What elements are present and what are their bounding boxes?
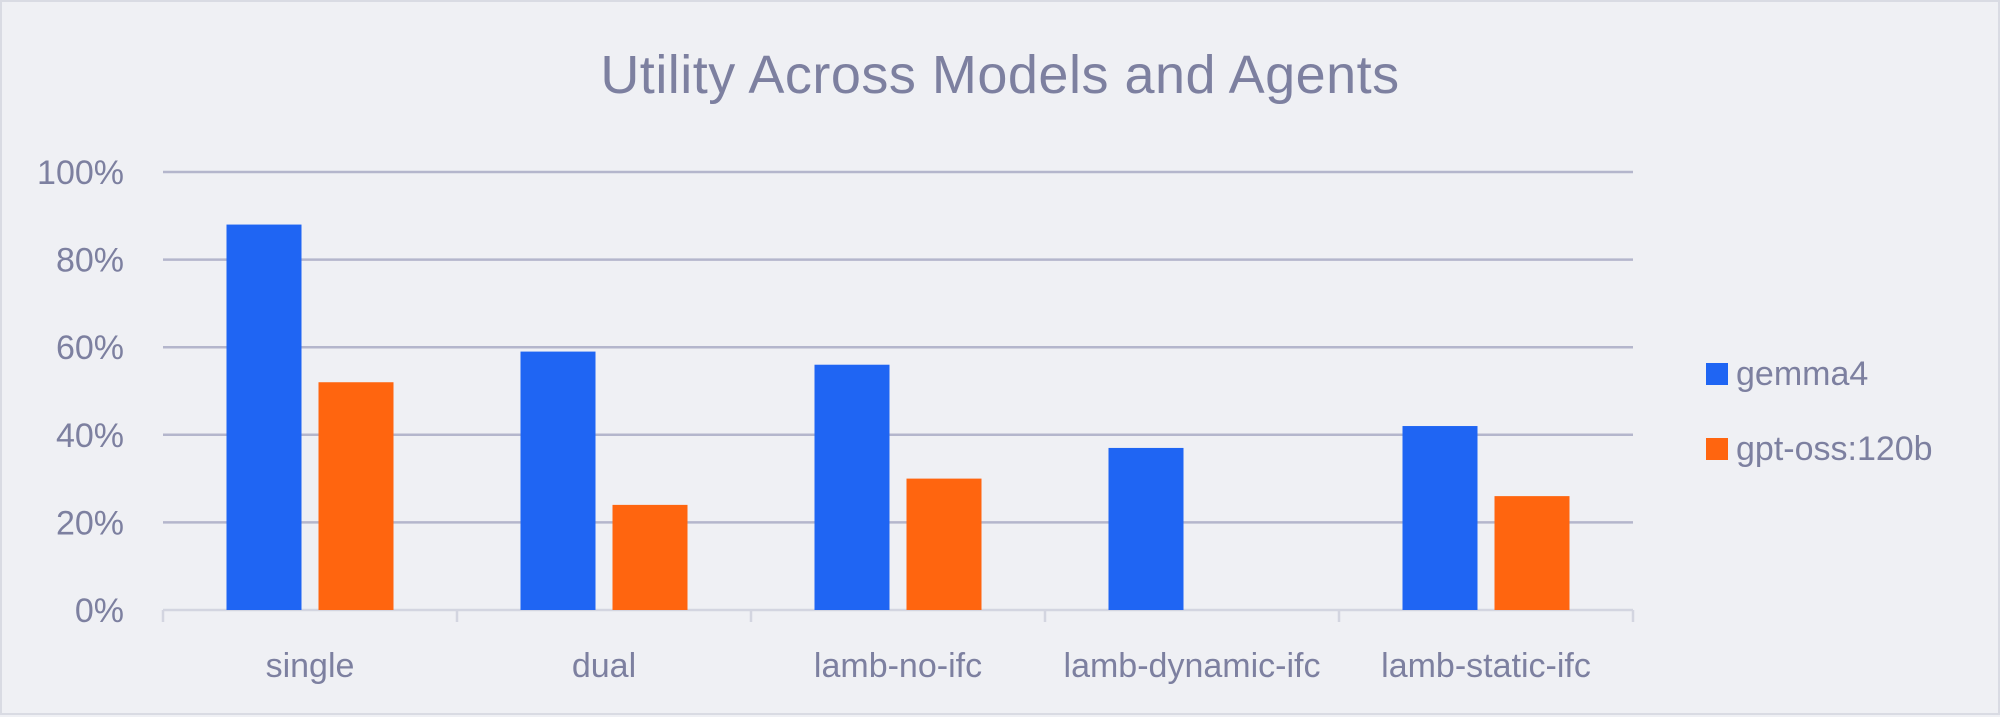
y-tick-label: 20% [56, 504, 124, 542]
x-tick-label: lamb-static-ifc [1381, 647, 1591, 685]
y-tick-label: 100% [37, 154, 124, 192]
y-tick-label: 60% [56, 329, 124, 367]
legend-label-gpt-oss: gpt-oss:120b [1736, 429, 1933, 468]
bar-gemma4-lamb-no-ifc [814, 364, 890, 610]
bar-gemma4-lamb-dynamic-ifc [1108, 447, 1184, 610]
bar-gemma4-lamb-static-ifc [1402, 426, 1478, 610]
legend: gemma4 gpt-oss:120b [1706, 354, 1933, 504]
legend-label-gemma4: gemma4 [1736, 354, 1869, 393]
bar-gpt-oss-single [318, 382, 394, 610]
bar-gpt-oss-lamb-no-ifc [906, 478, 982, 610]
bar-gemma4-single [226, 224, 302, 610]
legend-swatch-gemma4 [1706, 363, 1728, 385]
x-tick-label: single [266, 647, 355, 685]
x-tick-label: lamb-no-ifc [814, 647, 982, 685]
bar-gpt-oss-dual [612, 504, 688, 610]
x-tick-label: dual [572, 647, 636, 685]
y-tick-label: 40% [56, 417, 124, 455]
y-tick-label: 80% [56, 242, 124, 280]
chart-title: Utility Across Models and Agents [600, 45, 1400, 105]
bar-gpt-oss-lamb-static-ifc [1494, 496, 1570, 610]
legend-item-gpt-oss: gpt-oss:120b [1706, 429, 1933, 469]
legend-swatch-gpt-oss [1706, 438, 1728, 460]
x-tick-label: lamb-dynamic-ifc [1064, 647, 1321, 685]
bar-gemma4-dual [520, 351, 596, 610]
y-tick-label: 0% [75, 592, 124, 630]
legend-item-gemma4: gemma4 [1706, 354, 1933, 394]
